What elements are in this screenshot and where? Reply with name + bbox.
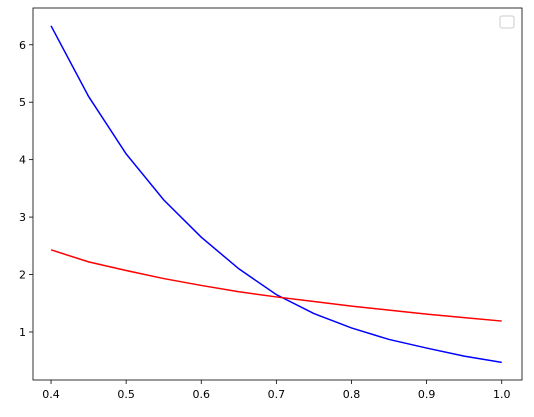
- y-tick-label: 2: [19, 269, 26, 282]
- axes-frame: [32, 7, 523, 381]
- x-tick-label: 0.8: [343, 388, 361, 401]
- x-tick-label: 0.9: [418, 388, 436, 401]
- x-tick-label: 0.6: [193, 388, 211, 401]
- y-tick-label: 4: [19, 154, 26, 167]
- x-tick-label: 0.4: [42, 388, 60, 401]
- legend-box: [499, 15, 515, 29]
- x-tick-label: 1.0: [493, 388, 511, 401]
- x-tick-label: 0.7: [268, 388, 286, 401]
- x-tick-label: 0.5: [117, 388, 135, 401]
- y-tick-label: 5: [19, 96, 26, 109]
- line-series: [50, 25, 502, 364]
- y-tick-label: 6: [19, 39, 26, 52]
- line-series: [50, 249, 502, 322]
- y-tick-label: 3: [19, 211, 26, 224]
- y-tick-label: 1: [19, 326, 26, 339]
